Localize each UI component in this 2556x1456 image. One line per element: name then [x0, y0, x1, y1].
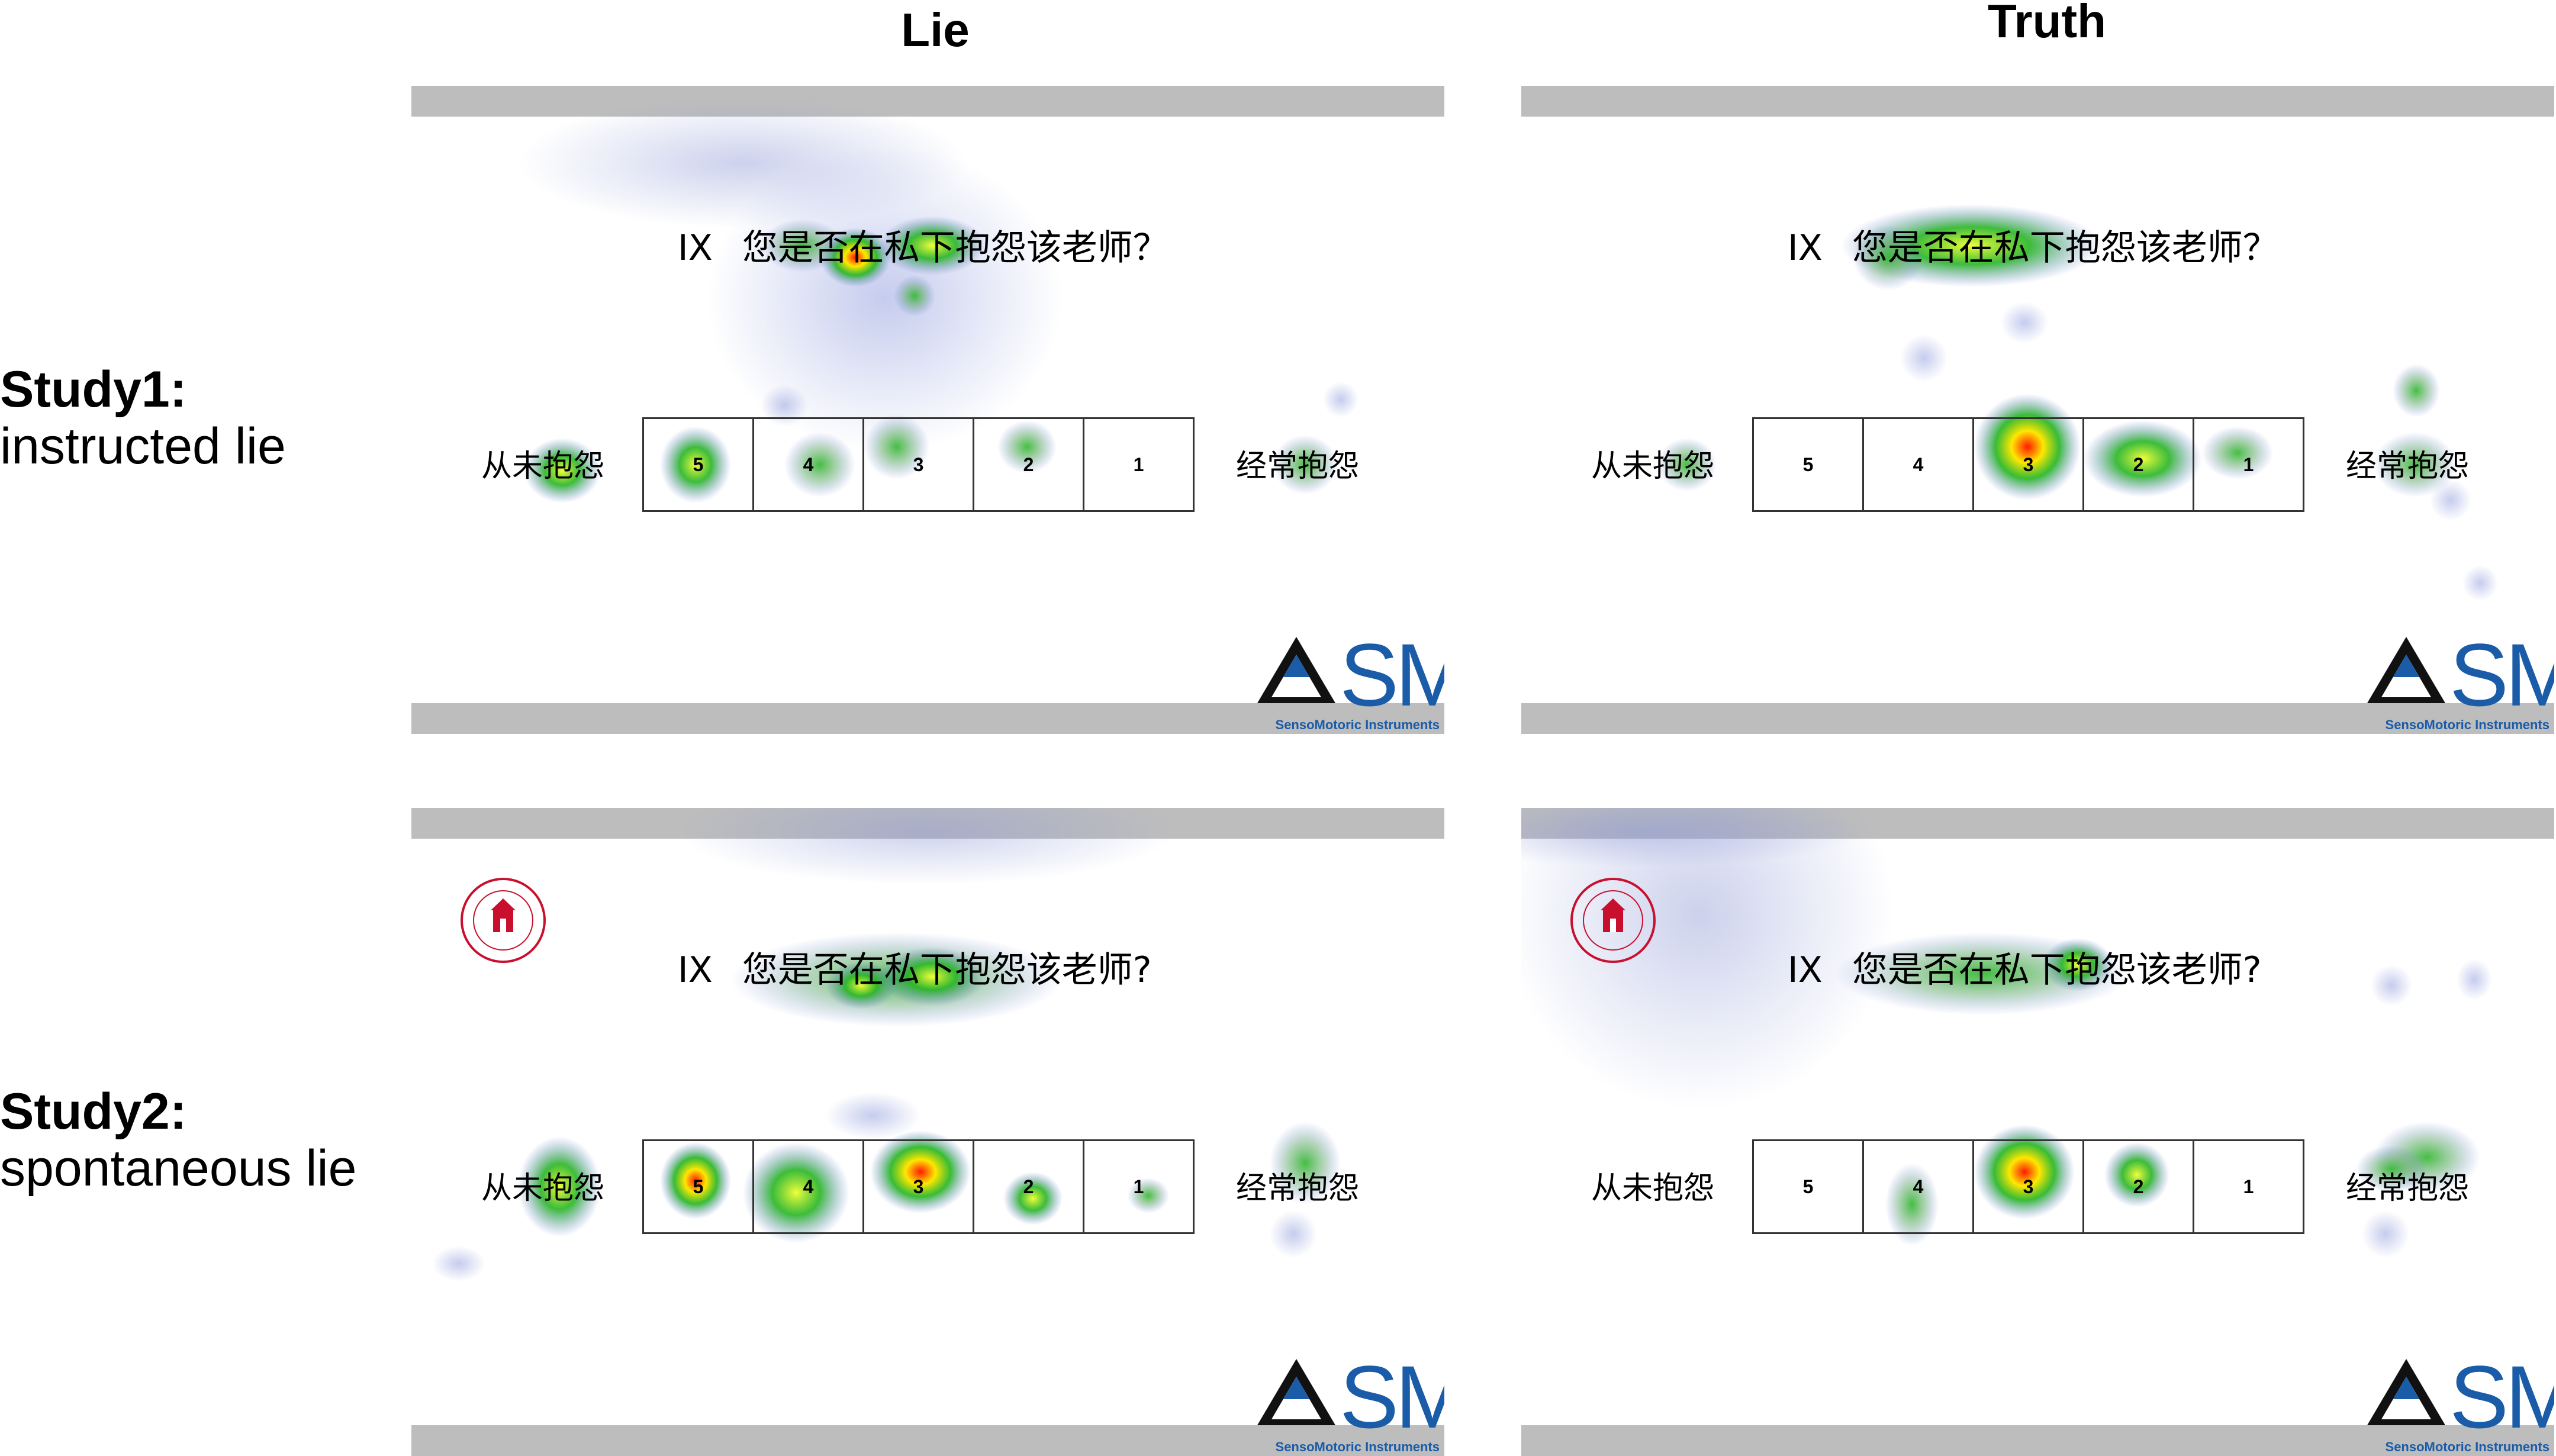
question-text: IX 您是否在私下抱怨该老师?	[1788, 941, 2262, 993]
question-number: IX	[1788, 227, 1823, 269]
row-title: Study2:	[0, 1083, 187, 1140]
bottom-bar	[1521, 703, 2554, 734]
scale-option-5[interactable]: 5	[644, 419, 754, 510]
smi-brand: SMI	[2449, 1347, 2554, 1447]
scale-option-2[interactable]: 2	[2084, 419, 2194, 510]
scale-option-1[interactable]: 1	[1133, 1175, 1144, 1197]
panel-study2-truth: IX 您是否在私下抱怨该老师? 从未抱怨 5 4 3 2 1 经常抱怨 SMI S…	[1521, 808, 2554, 1456]
smi-logo: SMI SensoMotoric Instruments	[1254, 625, 1444, 734]
anchor-left: 从未抱怨	[481, 449, 605, 484]
row-label-study1: Study1: instructed lie	[0, 361, 286, 475]
bottom-bar	[411, 703, 1444, 734]
column-title-truth: Truth	[1988, 0, 2106, 47]
question-number: IX	[678, 949, 713, 991]
top-bar	[411, 86, 1444, 117]
anchor-right: 经常抱怨	[2346, 449, 2470, 484]
scale-option-4[interactable]: 4	[754, 1141, 864, 1232]
scale-option-3[interactable]: 3	[864, 1141, 974, 1232]
bottom-bar	[411, 1425, 1444, 1456]
smi-triangle-icon	[2367, 637, 2445, 703]
panel-study2-lie: IX 您是否在私下抱怨该老师? 从未抱怨 5 4 3 2 1 经常抱怨 SMI S…	[411, 808, 1444, 1456]
smi-logo: SMI SensoMotoric Instruments	[1254, 1347, 1444, 1456]
university-seal-icon	[461, 878, 546, 963]
anchor-left: 从未抱怨	[481, 1171, 605, 1206]
smi-subtitle: SensoMotoric Instruments	[1275, 1439, 1440, 1454]
anchor-right: 经常抱怨	[1236, 1171, 1360, 1206]
row-label-study2: Study2: spontaneous lie	[0, 1083, 356, 1197]
question-number: IX	[1788, 949, 1823, 991]
heatmap-overlay	[1521, 808, 2492, 1258]
question-text: IX 您是否在私下抱怨该老师？	[678, 219, 1168, 270]
panel-study1-lie: IX 您是否在私下抱怨该老师？ 从未抱怨 5 4 3 2 1 经常抱怨 SMI S…	[411, 86, 1444, 734]
question-text: IX 您是否在私下抱怨该老师？	[1788, 219, 2278, 270]
bottom-bar	[1521, 1425, 2554, 1456]
smi-triangle-icon	[2367, 1359, 2445, 1425]
scale-option-3[interactable]: 3	[1974, 419, 2084, 510]
scale-option-3[interactable]: 3	[1974, 1141, 2084, 1232]
smi-logo: SMI SensoMotoric Instruments	[2364, 1347, 2554, 1456]
question-label: 您是否在私下抱怨该老师?	[1852, 949, 2262, 991]
smi-logo: SMI SensoMotoric Instruments	[2364, 625, 2554, 734]
row-subtitle: spontaneous lie	[0, 1140, 357, 1197]
anchor-left: 从未抱怨	[1591, 1171, 1715, 1206]
scale-option-2[interactable]: 2	[974, 419, 1084, 510]
scale-option-1[interactable]: 1	[2243, 453, 2254, 475]
question-number: IX	[678, 227, 713, 269]
question-label: 您是否在私下抱怨该老师?	[742, 949, 1152, 991]
row-title: Study1:	[0, 361, 187, 418]
question-text: IX 您是否在私下抱怨该老师?	[678, 941, 1152, 993]
scale-option-5[interactable]: 5	[1754, 419, 1864, 510]
row-subtitle: instructed lie	[0, 418, 286, 475]
smi-subtitle: SensoMotoric Instruments	[2385, 717, 2549, 732]
anchor-right: 经常抱怨	[2346, 1171, 2470, 1206]
smi-brand: SMI	[2449, 625, 2554, 724]
heatmap-overlay	[518, 98, 1359, 503]
scale-option-1[interactable]: 1	[1133, 453, 1144, 475]
top-bar	[1521, 86, 2554, 117]
scale-option-4[interactable]: 4	[1864, 1141, 1974, 1232]
rating-scale: 5 4 3 2 1	[1752, 417, 2304, 512]
smi-subtitle: SensoMotoric Instruments	[2385, 1439, 2549, 1454]
panel-study1-truth: IX 您是否在私下抱怨该老师？ 从未抱怨 5 4 3 2 1 经常抱怨 SMI S…	[1521, 86, 2554, 734]
scale-option-5[interactable]: 5	[644, 1141, 754, 1232]
scale-option-3[interactable]: 3	[864, 419, 974, 510]
scale-option-2[interactable]: 2	[974, 1141, 1084, 1232]
question-label: 您是否在私下抱怨该老师？	[742, 227, 1168, 269]
scale-option-4[interactable]: 4	[754, 419, 864, 510]
smi-triangle-icon	[1257, 637, 1335, 703]
anchor-left: 从未抱怨	[1591, 449, 1715, 484]
scale-option-2[interactable]: 2	[2084, 1141, 2194, 1232]
question-label: 您是否在私下抱怨该老师？	[1852, 227, 2278, 269]
column-title-lie: Lie	[901, 4, 970, 56]
scale-option-5[interactable]: 5	[1754, 1141, 1864, 1232]
smi-subtitle: SensoMotoric Instruments	[1275, 717, 1440, 732]
smi-brand: SMI	[1340, 1347, 1444, 1447]
anchor-right: 经常抱怨	[1236, 449, 1360, 484]
heatmap-overlay	[432, 808, 1341, 1281]
university-seal-icon	[1570, 878, 1656, 963]
smi-brand: SMI	[1340, 625, 1444, 724]
rating-scale: 5 4 3 2 1	[642, 1139, 1195, 1234]
rating-scale: 5 4 3 2 1	[642, 417, 1195, 512]
scale-option-4[interactable]: 4	[1864, 419, 1974, 510]
rating-scale: 5 4 3 2 1	[1752, 1139, 2304, 1234]
heatmap-overlay	[1657, 204, 2498, 601]
scale-option-1[interactable]: 1	[2243, 1175, 2254, 1197]
smi-triangle-icon	[1257, 1359, 1335, 1425]
